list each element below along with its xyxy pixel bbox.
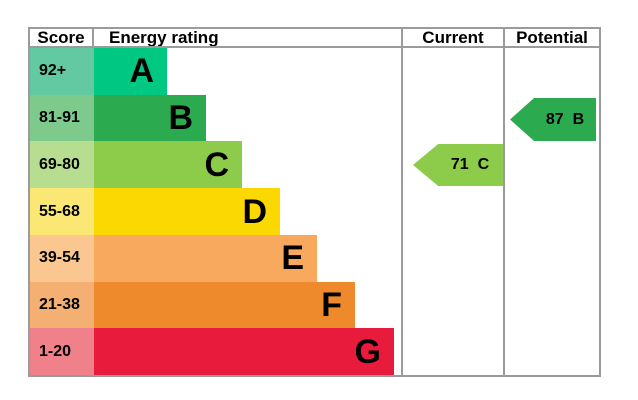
band-bar-e: E (94, 234, 317, 282)
potential-column-divider (503, 29, 505, 375)
header-potential: Potential (516, 28, 588, 47)
band-score-range-d: 55-68 (30, 188, 94, 235)
band-row-d: 55-68 D (30, 188, 599, 235)
band-bar-b: B (94, 94, 206, 142)
header-bottom-divider (30, 46, 599, 48)
band-row-e: 39-54 E (30, 234, 599, 282)
band-row-a: 92+ A (30, 48, 599, 95)
band-bar-c: C (94, 141, 242, 189)
band-score-range-b: 81-91 (30, 94, 94, 142)
current-rating-arrow: 71 C (413, 144, 503, 186)
band-bar-a: A (94, 48, 167, 95)
epc-table: Score Energy rating Current Potential 92… (28, 27, 601, 377)
band-row-c: 69-80 C (30, 141, 599, 189)
current-rating-value: 71 (450, 156, 469, 173)
band-score-range-e: 39-54 (30, 234, 94, 282)
band-bar-g: G (94, 328, 394, 376)
band-bar-d: D (94, 188, 280, 235)
potential-rating-letter: B (572, 110, 585, 128)
header-score: Score (37, 28, 85, 47)
band-bar-f: F (94, 281, 355, 329)
rating-band-rows: 92+ A 81-91 B 69-80 C 55-68 D 39-54 E 21-38 F 1-20 G (30, 48, 599, 376)
current-rating-letter: C (477, 156, 490, 173)
band-score-range-f: 21-38 (30, 281, 94, 329)
header-energy-rating: Energy rating (109, 28, 219, 47)
current-column-divider (401, 29, 403, 375)
band-row-g: 1-20 G (30, 328, 599, 376)
band-row-f: 21-38 F (30, 281, 599, 329)
score-column-divider (92, 29, 94, 46)
band-score-range-c: 69-80 (30, 141, 94, 189)
band-score-range-a: 92+ (30, 48, 94, 95)
potential-rating-value: 87 (545, 110, 564, 128)
header-current: Current (422, 28, 484, 47)
band-score-range-g: 1-20 (30, 328, 94, 376)
band-row-b: 81-91 B (30, 94, 599, 142)
